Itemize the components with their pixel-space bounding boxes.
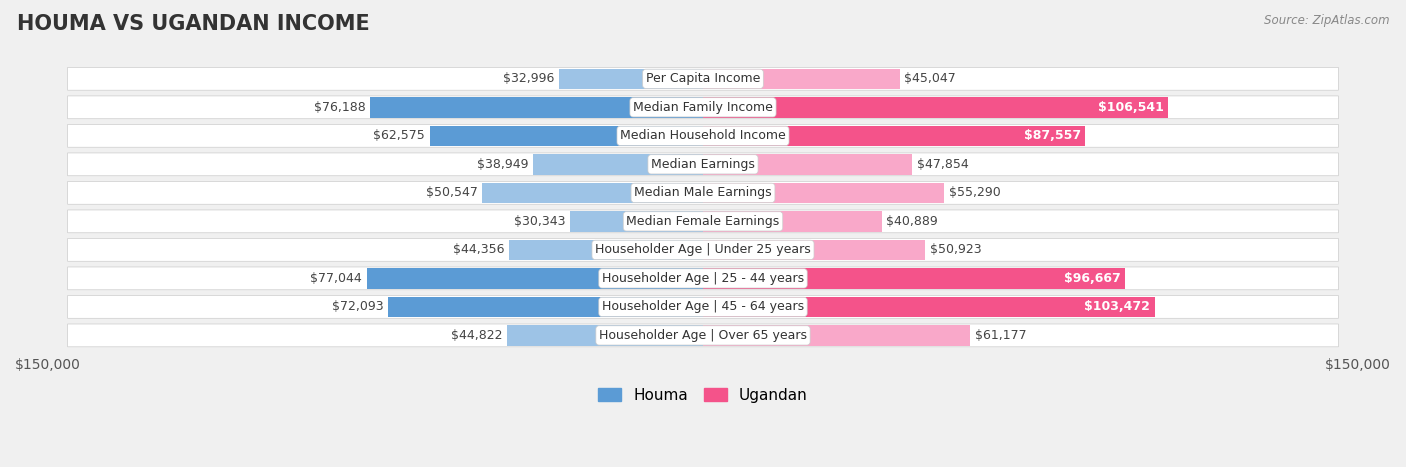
Text: $55,290: $55,290 (949, 186, 1001, 199)
Bar (703, 69, 900, 89)
Text: $44,356: $44,356 (453, 243, 505, 256)
Bar (370, 97, 703, 118)
Bar (430, 126, 703, 146)
Text: Median Family Income: Median Family Income (633, 101, 773, 114)
Text: $44,822: $44,822 (451, 329, 503, 342)
Text: $47,854: $47,854 (917, 158, 969, 171)
FancyBboxPatch shape (67, 324, 1339, 347)
Text: $106,541: $106,541 (1098, 101, 1164, 114)
Text: Householder Age | Over 65 years: Householder Age | Over 65 years (599, 329, 807, 342)
Bar (508, 325, 703, 346)
FancyBboxPatch shape (67, 267, 1339, 290)
FancyBboxPatch shape (67, 239, 1339, 261)
Bar (703, 211, 882, 232)
FancyBboxPatch shape (67, 296, 1339, 318)
Text: $50,547: $50,547 (426, 186, 478, 199)
FancyBboxPatch shape (67, 96, 1339, 119)
Legend: Houma, Ugandan: Houma, Ugandan (592, 382, 814, 409)
Bar (703, 268, 1125, 289)
Text: $96,667: $96,667 (1064, 272, 1121, 285)
Text: $45,047: $45,047 (904, 72, 956, 85)
Text: Householder Age | Under 25 years: Householder Age | Under 25 years (595, 243, 811, 256)
Bar (703, 126, 1085, 146)
Text: Median Male Earnings: Median Male Earnings (634, 186, 772, 199)
Text: $40,889: $40,889 (886, 215, 938, 228)
Text: $103,472: $103,472 (1084, 300, 1150, 313)
Text: Median Female Earnings: Median Female Earnings (627, 215, 779, 228)
Bar (703, 154, 912, 175)
Text: $87,557: $87,557 (1024, 129, 1081, 142)
FancyBboxPatch shape (67, 182, 1339, 204)
Bar (388, 297, 703, 317)
Text: HOUMA VS UGANDAN INCOME: HOUMA VS UGANDAN INCOME (17, 14, 370, 34)
Text: $76,188: $76,188 (314, 101, 366, 114)
Bar (703, 240, 925, 260)
Bar (571, 211, 703, 232)
Text: $77,044: $77,044 (311, 272, 361, 285)
Bar (533, 154, 703, 175)
Bar (367, 268, 703, 289)
Text: $50,923: $50,923 (929, 243, 981, 256)
Text: $62,575: $62,575 (374, 129, 425, 142)
Text: $30,343: $30,343 (515, 215, 565, 228)
Text: Source: ZipAtlas.com: Source: ZipAtlas.com (1264, 14, 1389, 27)
Text: Median Household Income: Median Household Income (620, 129, 786, 142)
Bar (703, 297, 1154, 317)
Text: $72,093: $72,093 (332, 300, 384, 313)
FancyBboxPatch shape (67, 67, 1339, 90)
Text: Median Earnings: Median Earnings (651, 158, 755, 171)
Text: $61,177: $61,177 (974, 329, 1026, 342)
Text: $32,996: $32,996 (503, 72, 554, 85)
FancyBboxPatch shape (67, 124, 1339, 147)
Bar (703, 183, 945, 203)
Bar (482, 183, 703, 203)
Bar (509, 240, 703, 260)
FancyBboxPatch shape (67, 153, 1339, 176)
Bar (703, 97, 1168, 118)
Bar (560, 69, 703, 89)
Text: $38,949: $38,949 (477, 158, 529, 171)
FancyBboxPatch shape (67, 210, 1339, 233)
Bar (703, 325, 970, 346)
Text: Householder Age | 45 - 64 years: Householder Age | 45 - 64 years (602, 300, 804, 313)
Text: Per Capita Income: Per Capita Income (645, 72, 761, 85)
Text: Householder Age | 25 - 44 years: Householder Age | 25 - 44 years (602, 272, 804, 285)
